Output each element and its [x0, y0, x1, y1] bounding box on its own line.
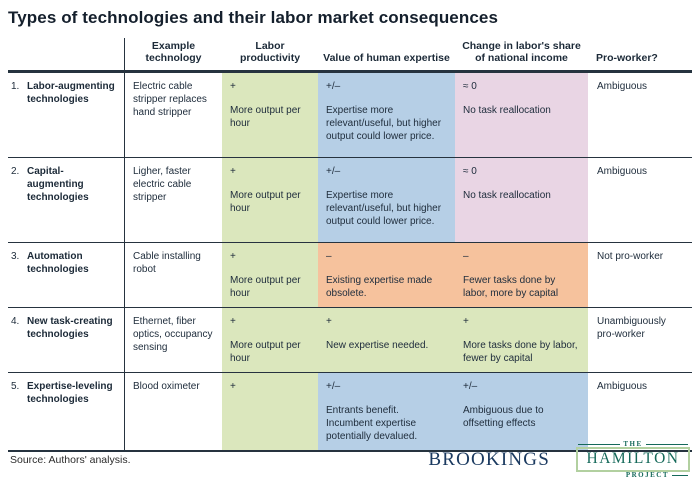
source-note: Source: Authors' analysis.	[10, 453, 131, 466]
row-number: 2.	[11, 166, 20, 177]
example-technology-cell: Electric cable stripper replaces hand st…	[133, 81, 207, 118]
row-label: 1. Labor-augmenting technologies	[8, 73, 125, 157]
table-row: 4. New task-creating technologies Ethern…	[8, 307, 692, 372]
labor-productivity-cell: +	[222, 373, 318, 450]
labor-share-cell: – Fewer tasks done by labor, more by cap…	[455, 243, 588, 307]
labor-productivity-cell: + More output per hour	[222, 158, 318, 242]
header-labor-share: Change in labor's share of national inco…	[462, 39, 581, 65]
cell-sign: +/–	[326, 81, 341, 92]
header-example-technology: Example technology	[145, 39, 202, 65]
example-technology-cell: Ligher, faster electric cable stripper	[133, 166, 192, 203]
cell-sign: +	[463, 316, 469, 327]
row-number: 3.	[11, 251, 20, 262]
header-row-label	[8, 38, 125, 70]
row-label: 3. Automation technologies	[8, 243, 125, 307]
pro-worker-cell: Not pro-worker	[597, 251, 664, 262]
cell-note: More output per hour	[230, 105, 301, 129]
cell-sign: +	[230, 251, 236, 262]
table-row: 2. Capital-augmenting technologies Lighe…	[8, 157, 692, 242]
cell-sign: +	[326, 316, 332, 327]
example-technology-cell: Cable installing robot	[133, 251, 201, 275]
cell-sign: +	[230, 381, 236, 392]
human-expertise-cell: +/– Expertise more relevant/useful, but …	[318, 73, 455, 157]
header-value-of-human-expertise: Value of human expertise	[323, 52, 450, 65]
labor-productivity-cell: + More output per hour	[222, 308, 318, 372]
row-name: Labor-augmenting technologies	[27, 81, 115, 105]
example-technology-cell: Blood oximeter	[133, 381, 200, 392]
header-pro-worker: Pro-worker?	[596, 52, 658, 65]
decorative-line	[672, 474, 688, 476]
cell-sign: +	[230, 166, 236, 177]
example-technology-cell: Ethernet, fiber optics, occupancy sensin…	[133, 316, 213, 353]
cell-sign: +/–	[463, 381, 478, 392]
labor-share-cell: +/– Ambiguous due to offsetting effects	[455, 373, 588, 450]
cell-sign: +	[230, 81, 236, 92]
cell-note: More output per hour	[230, 190, 301, 214]
cell-sign: +/–	[326, 166, 341, 177]
table-row: 1. Labor-augmenting technologies Electri…	[8, 72, 692, 157]
human-expertise-cell: +/– Entrants benefit. Incumbent expertis…	[318, 373, 455, 450]
row-name: Expertise-leveling technologies	[27, 381, 113, 405]
hamilton-logo-bottom: PROJECT	[576, 471, 690, 479]
labor-productivity-cell: + More output per hour	[222, 243, 318, 307]
pro-worker-cell: Unambiguously pro-worker	[597, 316, 666, 340]
human-expertise-cell: +/– Expertise more relevant/useful, but …	[318, 158, 455, 242]
cell-note: More tasks done by labor, fewer by capit…	[463, 340, 578, 364]
page-title: Types of technologies and their labor ma…	[8, 8, 499, 27]
row-label: 5. Expertise-leveling technologies	[8, 373, 125, 450]
header-labor-productivity: Labor productivity	[239, 39, 301, 65]
cell-note: No task reallocation	[463, 190, 551, 201]
cell-note: New expertise needed.	[326, 340, 429, 351]
cell-note: Ambiguous due to offsetting effects	[463, 405, 544, 429]
human-expertise-cell: + New expertise needed.	[318, 308, 455, 372]
cell-sign: ≈ 0	[463, 81, 477, 92]
figure-footer: Source: Authors' analysis. BROOKINGS THE…	[10, 440, 690, 479]
labor-share-cell: ≈ 0 No task reallocation	[455, 158, 588, 242]
row-number: 5.	[11, 381, 20, 392]
cell-note: Existing expertise made obsolete.	[326, 275, 433, 299]
labor-share-cell: ≈ 0 No task reallocation	[455, 73, 588, 157]
cell-note: Entrants benefit. Incumbent expertise po…	[326, 405, 418, 442]
decorative-line	[645, 443, 689, 445]
pro-worker-cell: Ambiguous	[597, 381, 648, 392]
row-name: New task-creating technologies	[27, 316, 113, 340]
row-label: 4. New task-creating technologies	[8, 308, 125, 372]
labor-productivity-cell: + More output per hour	[222, 73, 318, 157]
cell-sign: –	[326, 251, 332, 262]
pro-worker-cell: Ambiguous	[597, 166, 648, 177]
cell-sign: +/–	[326, 381, 341, 392]
technology-table: Example technology Labor productivity Va…	[8, 38, 692, 452]
cell-note: More output per hour	[230, 275, 301, 299]
cell-sign: +	[230, 316, 236, 327]
table-row: 3. Automation technologies Cable install…	[8, 242, 692, 307]
hamilton-logo-the: THE	[623, 440, 643, 448]
cell-note: More output per hour	[230, 340, 301, 364]
row-name: Capital-augmenting technologies	[27, 166, 89, 203]
brookings-logo: BROOKINGS	[428, 448, 550, 470]
hamilton-logo-top: THE	[576, 440, 690, 448]
table-row: 5. Expertise-leveling technologies Blood…	[8, 372, 692, 450]
labor-share-cell: + More tasks done by labor, fewer by cap…	[455, 308, 588, 372]
logos: BROOKINGS THE HAMILTON PROJECT	[428, 440, 690, 479]
row-label: 2. Capital-augmenting technologies	[8, 158, 125, 242]
hamilton-logo-name: HAMILTON	[576, 447, 690, 472]
hamilton-project-logo: THE HAMILTON PROJECT	[576, 440, 690, 479]
cell-note: No task reallocation	[463, 105, 551, 116]
decorative-line	[578, 443, 621, 445]
row-number: 1.	[11, 81, 20, 92]
figure: Types of technologies and their labor ma…	[8, 8, 692, 452]
hamilton-logo-project: PROJECT	[625, 471, 669, 479]
cell-note: Expertise more relevant/useful, but high…	[326, 105, 442, 142]
cell-note: Expertise more relevant/useful, but high…	[326, 190, 442, 227]
row-number: 4.	[11, 316, 20, 327]
pro-worker-cell: Ambiguous	[597, 81, 648, 92]
cell-sign: ≈ 0	[463, 166, 477, 177]
cell-note: Fewer tasks done by labor, more by capit…	[463, 275, 559, 299]
human-expertise-cell: – Existing expertise made obsolete.	[318, 243, 455, 307]
table-header-row: Example technology Labor productivity Va…	[8, 38, 692, 72]
cell-sign: –	[463, 251, 469, 262]
row-name: Automation technologies	[27, 251, 89, 275]
